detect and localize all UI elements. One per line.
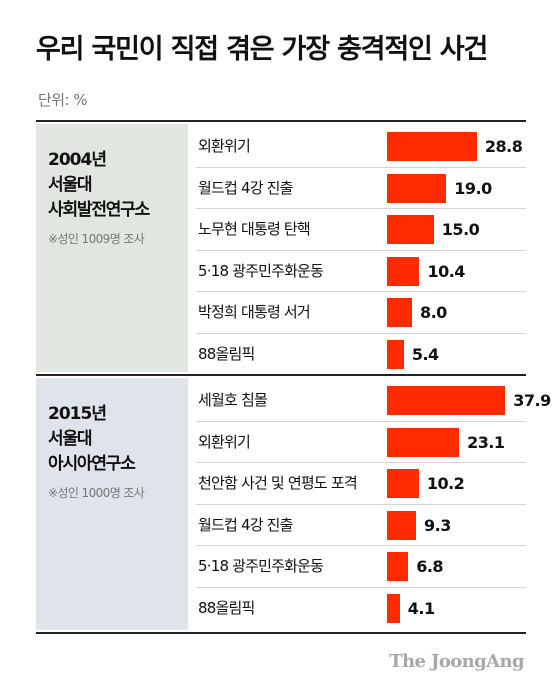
value-label: 4.1: [407, 598, 435, 618]
category-label: 월드컵 4강 진출: [198, 515, 293, 534]
bar: [387, 469, 419, 498]
value-label: 28.8: [484, 137, 523, 156]
category-label: 세월호 침몰: [198, 391, 268, 409]
value-label: 6.8: [416, 557, 444, 576]
group-org-line1: 서울대: [48, 175, 93, 195]
category-label: 외환위기: [198, 432, 251, 451]
value-label: 37.9: [513, 391, 551, 410]
value-label: 9.3: [424, 515, 451, 535]
row-divider: [196, 208, 526, 209]
row-divider: [196, 545, 526, 546]
category-label: 5·18 광주민주화운동: [198, 261, 324, 280]
bar: [387, 173, 447, 203]
value-label: 10.2: [426, 474, 465, 493]
group-year: 2015년: [48, 404, 107, 424]
unit-label: 단위: %: [38, 91, 88, 109]
value-label: 10.4: [427, 261, 465, 281]
value-label: 8.0: [419, 303, 447, 322]
category-label: 5·18 광주민주화운동: [198, 557, 324, 575]
row-divider: [196, 166, 526, 168]
group-2004-panel: 2004년 서울대 사회발전연구소 ※성인 1009명 조사: [36, 124, 188, 372]
group-org-line2: 아시아연구소: [48, 454, 136, 474]
bar: [387, 593, 400, 623]
row-divider: [196, 291, 526, 292]
value-label: 15.0: [441, 220, 480, 239]
value-label: 23.1: [467, 432, 505, 452]
group-org-line2: 사회발전연구소: [48, 200, 150, 220]
bar: [387, 298, 412, 327]
brand-logo: The JoongAng: [389, 651, 524, 672]
value-label: 19.0: [454, 178, 492, 198]
top-rule: [36, 120, 526, 122]
category-label: 노무현 대통령 탄핵: [198, 220, 311, 238]
row-divider: [196, 249, 526, 251]
bar: [387, 552, 409, 581]
page-title: 우리 국민이 직접 겪은 가장 충격적인 사건: [36, 34, 488, 65]
row-divider: [196, 462, 526, 463]
bar: [387, 386, 506, 415]
bar: [387, 427, 460, 457]
row-divider: [196, 503, 526, 505]
row-divider: [196, 332, 526, 334]
category-label: 88올림픽: [198, 344, 255, 363]
category-label: 천안함 사건 및 연평도 포격: [198, 474, 358, 492]
group-separator: [36, 374, 526, 376]
row-divider: [196, 586, 526, 588]
bottom-rule: [36, 632, 526, 634]
group-org-line1: 서울대: [48, 429, 93, 449]
bar: [387, 256, 420, 286]
category-label: 박정희 대통령 서거: [198, 303, 311, 321]
bar: [387, 132, 477, 161]
bar: [387, 510, 417, 540]
category-label: 외환위기: [198, 137, 251, 155]
group-2015-panel: 2015년 서울대 아시아연구소 ※성인 1000명 조사: [36, 378, 188, 630]
group-note: ※성인 1009명 조사: [48, 232, 145, 246]
group-year: 2004년: [48, 150, 107, 170]
group-note: ※성인 1000명 조사: [48, 486, 145, 500]
value-label: 5.4: [411, 344, 439, 364]
row-divider: [196, 420, 526, 422]
bar: [387, 339, 404, 369]
category-label: 월드컵 4강 진출: [198, 178, 293, 197]
bar: [387, 215, 434, 244]
category-label: 88올림픽: [198, 598, 255, 617]
